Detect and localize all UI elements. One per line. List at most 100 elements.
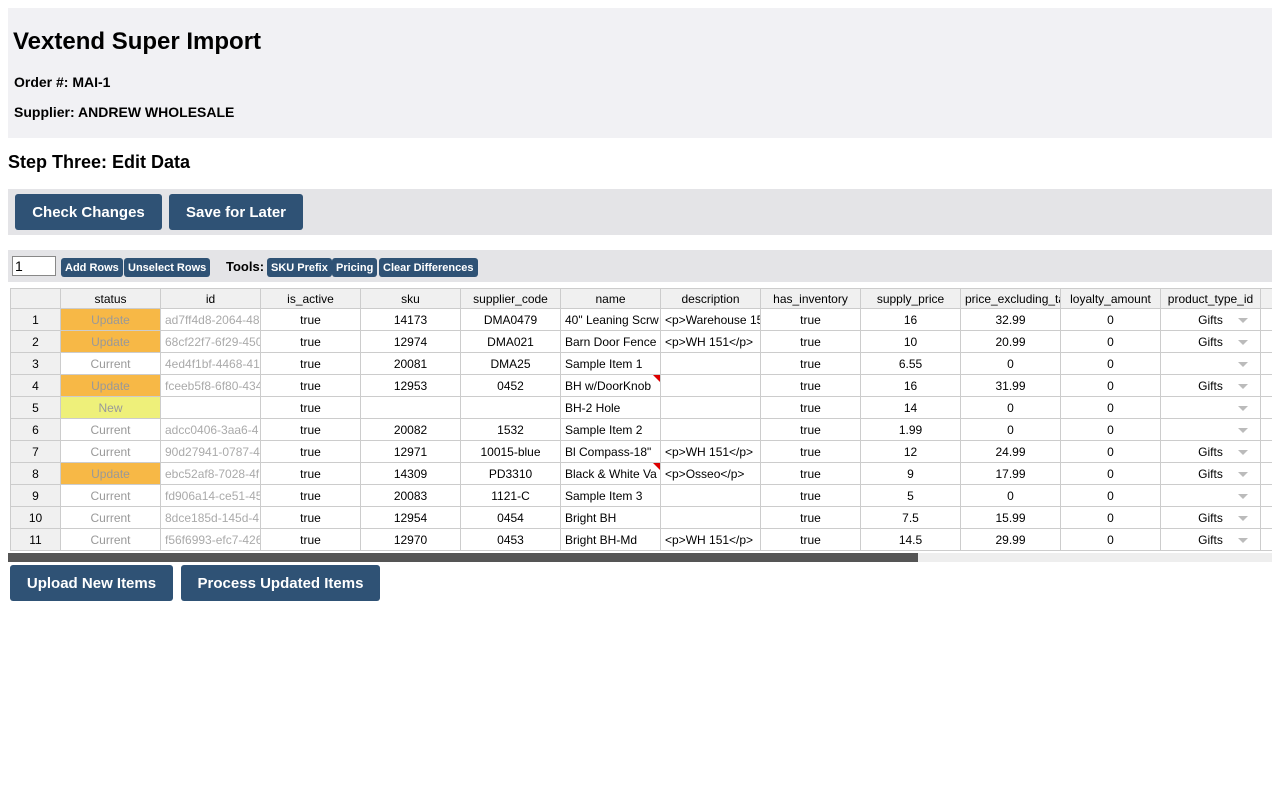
grid-cell[interactable]: 0: [1060, 396, 1161, 419]
grid-cell[interactable]: 12: [860, 440, 961, 463]
grid-cell[interactable]: [660, 396, 761, 419]
grid-cell[interactable]: 20082: [360, 418, 461, 441]
grid-cell[interactable]: 90d27941-0787-4: [160, 440, 261, 463]
grid-cell[interactable]: true: [760, 396, 861, 419]
grid-cell[interactable]: A: [1260, 352, 1272, 375]
grid-cell[interactable]: 10: [860, 330, 961, 353]
grid-cell[interactable]: 0: [1060, 308, 1161, 331]
grid-cell[interactable]: 6.55: [860, 352, 961, 375]
grid-cell[interactable]: Gifts: [1160, 462, 1261, 485]
grid-cell[interactable]: 0: [1060, 418, 1161, 441]
grid-cell[interactable]: [660, 484, 761, 507]
grid-cell[interactable]: Gifts: [1160, 528, 1261, 551]
grid-cell[interactable]: Update: [60, 462, 161, 485]
grid-cell[interactable]: 12974: [360, 330, 461, 353]
grid-cell[interactable]: true: [760, 352, 861, 375]
grid-cell[interactable]: A: [1260, 484, 1272, 507]
grid-cell[interactable]: true: [260, 506, 361, 529]
grid-cell[interactable]: New: [60, 396, 161, 419]
process-updated-button[interactable]: Process Updated Items: [181, 565, 380, 601]
grid-cell[interactable]: Barn Door Fence: [560, 330, 661, 353]
grid-cell[interactable]: A: [1260, 440, 1272, 463]
grid-cell[interactable]: Current: [60, 528, 161, 551]
grid-cell[interactable]: Sample Item 2: [560, 418, 661, 441]
grid-cell[interactable]: DMA021: [460, 330, 561, 353]
column-header[interactable]: sku: [360, 288, 461, 309]
grid-cell[interactable]: true: [260, 440, 361, 463]
grid-cell[interactable]: 0453: [460, 528, 561, 551]
grid-cell[interactable]: 20.99: [960, 330, 1061, 353]
grid-cell[interactable]: 0: [960, 352, 1061, 375]
grid-cell[interactable]: Current: [60, 352, 161, 375]
grid-cell[interactable]: true: [760, 308, 861, 331]
horizontal-scrollbar[interactable]: [8, 553, 1272, 562]
check-changes-button[interactable]: Check Changes: [15, 194, 162, 230]
scrollbar-thumb[interactable]: [8, 553, 918, 562]
column-header[interactable]: product_type_id: [1160, 288, 1261, 309]
grid-cell[interactable]: 0: [1060, 374, 1161, 397]
grid-cell[interactable]: [1160, 396, 1261, 419]
grid-cell[interactable]: 16: [860, 308, 961, 331]
grid-cell[interactable]: 1.99: [860, 418, 961, 441]
grid-cell[interactable]: Bl Compass-18": [560, 440, 661, 463]
grid-cell[interactable]: Current: [60, 418, 161, 441]
grid-cell[interactable]: 0: [1060, 440, 1161, 463]
grid-cell[interactable]: 9: [860, 462, 961, 485]
grid-cell[interactable]: 14309: [360, 462, 461, 485]
grid-cell[interactable]: Current: [60, 440, 161, 463]
grid-cell[interactable]: 14.5: [860, 528, 961, 551]
grid-cell[interactable]: true: [760, 484, 861, 507]
grid-cell[interactable]: 0: [1060, 462, 1161, 485]
grid-cell[interactable]: 0: [960, 484, 1061, 507]
grid-cell[interactable]: 10015-blue: [460, 440, 561, 463]
grid-cell[interactable]: 0: [1060, 528, 1161, 551]
grid-cell[interactable]: 20083: [360, 484, 461, 507]
grid-cell[interactable]: ebc52af8-7028-4f: [160, 462, 261, 485]
grid-cell[interactable]: 7.5: [860, 506, 961, 529]
grid-cell[interactable]: 0452: [460, 374, 561, 397]
grid-cell[interactable]: 0: [960, 418, 1061, 441]
column-header[interactable]: price_excluding_ta: [960, 288, 1061, 309]
grid-cell[interactable]: true: [260, 352, 361, 375]
grid-cell[interactable]: 12953: [360, 374, 461, 397]
grid-cell[interactable]: [660, 418, 761, 441]
grid-cell[interactable]: Update: [60, 308, 161, 331]
column-header[interactable]: is_active: [260, 288, 361, 309]
grid-cell[interactable]: true: [260, 308, 361, 331]
upload-new-button[interactable]: Upload New Items: [10, 565, 173, 601]
grid-cell[interactable]: 8dce185d-145d-4: [160, 506, 261, 529]
grid-cell[interactable]: [1160, 352, 1261, 375]
grid-cell[interactable]: fd906a14-ce51-45: [160, 484, 261, 507]
grid-cell[interactable]: Gifts: [1160, 330, 1261, 353]
grid-cell[interactable]: 4ed4f1bf-4468-41: [160, 352, 261, 375]
grid-cell[interactable]: <p>WH 151</p>: [660, 440, 761, 463]
grid-cell[interactable]: A: [1260, 374, 1272, 397]
grid-cell[interactable]: Bright BH: [560, 506, 661, 529]
grid-cell[interactable]: f56f6993-efc7-426: [160, 528, 261, 551]
grid-cell[interactable]: 15.99: [960, 506, 1061, 529]
grid-cell[interactable]: true: [760, 506, 861, 529]
grid-cell[interactable]: Gifts: [1160, 308, 1261, 331]
grid-cell[interactable]: true: [260, 484, 361, 507]
grid-cell[interactable]: 32.99: [960, 308, 1061, 331]
column-header[interactable]: status: [60, 288, 161, 309]
grid-cell[interactable]: true: [760, 528, 861, 551]
grid-cell[interactable]: 0: [1060, 484, 1161, 507]
grid-cell[interactable]: Current: [60, 506, 161, 529]
grid-cell[interactable]: true: [260, 330, 361, 353]
column-header[interactable]: [1260, 288, 1272, 309]
grid-cell[interactable]: [360, 396, 461, 419]
grid-cell[interactable]: <p>WH 151</p>: [660, 528, 761, 551]
grid-cell[interactable]: 12971: [360, 440, 461, 463]
grid-cell[interactable]: 24.99: [960, 440, 1061, 463]
grid-cell[interactable]: [460, 396, 561, 419]
grid-cell[interactable]: DMA0479: [460, 308, 561, 331]
grid-cell[interactable]: 14173: [360, 308, 461, 331]
grid-cell[interactable]: 5: [860, 484, 961, 507]
unselect-rows-button[interactable]: Unselect Rows: [124, 258, 211, 277]
grid-cell[interactable]: true: [760, 418, 861, 441]
grid-cell[interactable]: <p>Osseo</p>: [660, 462, 761, 485]
grid-cell[interactable]: A: [1260, 462, 1272, 485]
grid-cell[interactable]: true: [260, 418, 361, 441]
grid-cell[interactable]: true: [260, 396, 361, 419]
